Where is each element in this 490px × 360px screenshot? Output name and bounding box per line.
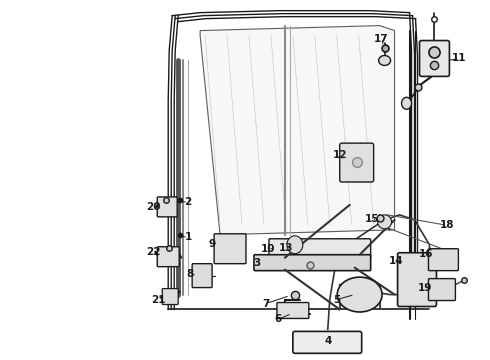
Ellipse shape — [337, 277, 382, 312]
FancyBboxPatch shape — [157, 197, 177, 217]
FancyBboxPatch shape — [269, 239, 370, 259]
Text: 22: 22 — [146, 247, 161, 257]
Text: 11: 11 — [452, 54, 466, 63]
Text: 3: 3 — [253, 258, 261, 268]
Text: 16: 16 — [419, 249, 434, 259]
Ellipse shape — [401, 97, 412, 109]
Text: 15: 15 — [365, 214, 379, 224]
Text: 17: 17 — [374, 33, 389, 44]
Text: 13: 13 — [279, 243, 293, 253]
FancyBboxPatch shape — [214, 234, 246, 264]
Polygon shape — [200, 26, 394, 235]
Text: 21: 21 — [151, 294, 166, 305]
Text: 7: 7 — [262, 298, 270, 309]
FancyBboxPatch shape — [340, 143, 374, 182]
FancyBboxPatch shape — [162, 289, 178, 305]
FancyBboxPatch shape — [192, 264, 212, 288]
Ellipse shape — [287, 236, 303, 254]
FancyBboxPatch shape — [428, 279, 455, 301]
Text: 8: 8 — [187, 269, 194, 279]
Text: 14: 14 — [389, 256, 404, 266]
Text: 18: 18 — [440, 220, 455, 230]
Text: 12: 12 — [333, 150, 347, 160]
Text: 20: 20 — [146, 202, 161, 212]
Ellipse shape — [378, 215, 392, 229]
Text: 4: 4 — [324, 336, 331, 346]
FancyBboxPatch shape — [419, 41, 449, 76]
FancyBboxPatch shape — [397, 253, 437, 306]
Text: 2: 2 — [185, 197, 192, 207]
FancyBboxPatch shape — [277, 302, 309, 319]
Ellipse shape — [379, 55, 391, 66]
Text: 9: 9 — [209, 239, 216, 249]
Text: 5: 5 — [333, 294, 341, 305]
FancyBboxPatch shape — [293, 332, 362, 353]
FancyBboxPatch shape — [157, 247, 179, 267]
Text: 19: 19 — [418, 283, 433, 293]
Text: 10: 10 — [261, 244, 275, 254]
FancyBboxPatch shape — [254, 255, 370, 271]
Text: 6: 6 — [274, 314, 282, 324]
Text: 1: 1 — [185, 232, 192, 242]
FancyBboxPatch shape — [428, 249, 458, 271]
